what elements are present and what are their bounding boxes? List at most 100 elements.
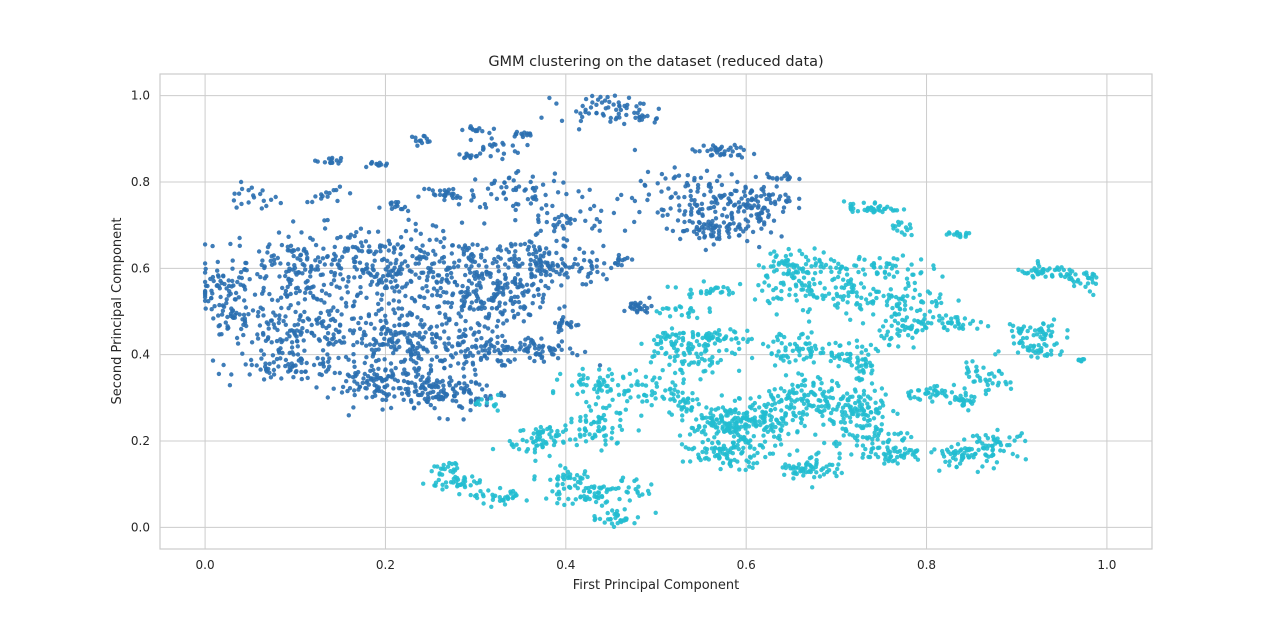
scatter-point [649,482,654,487]
scatter-point [785,271,791,276]
scatter-point [800,469,806,474]
scatter-point [654,381,659,386]
scatter-point [756,203,761,209]
scatter-point [424,398,429,404]
scatter-point [572,261,577,267]
scatter-point [376,366,381,371]
scatter-point [748,396,753,401]
scatter-point [582,349,588,355]
scatter-point [347,386,353,391]
scatter-point [453,479,459,484]
scatter-point [599,448,604,453]
scatter-point [468,137,473,143]
scatter-point [1049,352,1054,357]
scatter-point [615,521,620,526]
scatter-point [287,365,292,370]
scatter-point [381,274,386,279]
scatter-point [426,186,432,192]
scatter-point [682,219,687,225]
scatter-point [580,114,585,120]
scatter-point [869,410,874,415]
scatter-point [619,427,625,432]
scatter-point [329,262,334,267]
scatter-point [771,429,776,434]
scatter-point [579,265,584,271]
scatter-point [231,283,236,288]
scatter-point [981,446,987,451]
scatter-point [413,138,419,144]
scatter-point [537,437,542,442]
scatter-point [689,209,694,214]
scatter-point [346,279,351,284]
scatter-point [654,309,659,314]
scatter-point [550,261,555,266]
scatter-point [812,271,818,276]
scatter-point [803,466,808,471]
y-tick-label: 1.0 [131,89,150,103]
scatter-point [319,298,324,303]
scatter-point [681,377,686,382]
scatter-point [672,354,678,360]
scatter-point [699,351,704,356]
scatter-point [564,238,570,243]
scatter-point [868,342,874,348]
scatter-point [980,464,985,469]
scatter-point [388,261,393,266]
scatter-point [506,249,512,255]
scatter-point [570,501,575,506]
scatter-point [424,256,429,261]
scatter-point [774,418,780,423]
scatter-point [860,406,865,411]
scatter-point [718,357,723,363]
x-tick-label: 0.4 [556,558,575,572]
scatter-point [322,218,327,223]
scatter-point [985,324,991,329]
scatter-point [535,443,540,448]
scatter-point [735,179,740,185]
scatter-point [908,225,913,231]
scatter-point [779,296,784,302]
scatter-point [509,295,514,301]
scatter-point [484,264,489,269]
scatter-point [459,220,465,225]
scatter-point [779,234,784,239]
scatter-point [484,383,489,388]
scatter-point [863,362,868,367]
scatter-point [779,341,784,346]
scatter-point [457,328,462,333]
scatter-point [409,134,415,139]
scatter-point [925,320,931,325]
scatter-point [452,280,457,285]
scatter-point [871,416,877,421]
scatter-point [811,294,817,299]
scatter-point [832,470,837,475]
scatter-point [1001,448,1006,454]
scatter-point [269,297,275,302]
scatter-point [444,392,450,397]
scatter-point [806,402,811,408]
scatter-point [614,441,619,446]
scatter-point [337,184,343,189]
scatter-point [840,396,845,401]
scatter-point [309,267,314,272]
scatter-point [784,171,790,176]
scatter-point [431,248,436,254]
scatter-point [625,490,630,495]
scatter-point [890,263,896,268]
scatter-point [278,295,284,300]
scatter-point [763,410,768,415]
scatter-point [653,396,658,401]
scatter-point [921,322,927,327]
scatter-point [634,104,639,109]
scatter-point [558,463,563,468]
scatter-point [906,283,911,288]
scatter-point [629,257,635,262]
scatter-point [735,419,740,424]
scatter-point [538,257,543,262]
scatter-point [659,345,664,351]
scatter-point [701,279,706,284]
scatter-point [651,337,657,343]
scatter-point [467,266,472,272]
scatter-point [841,294,847,299]
